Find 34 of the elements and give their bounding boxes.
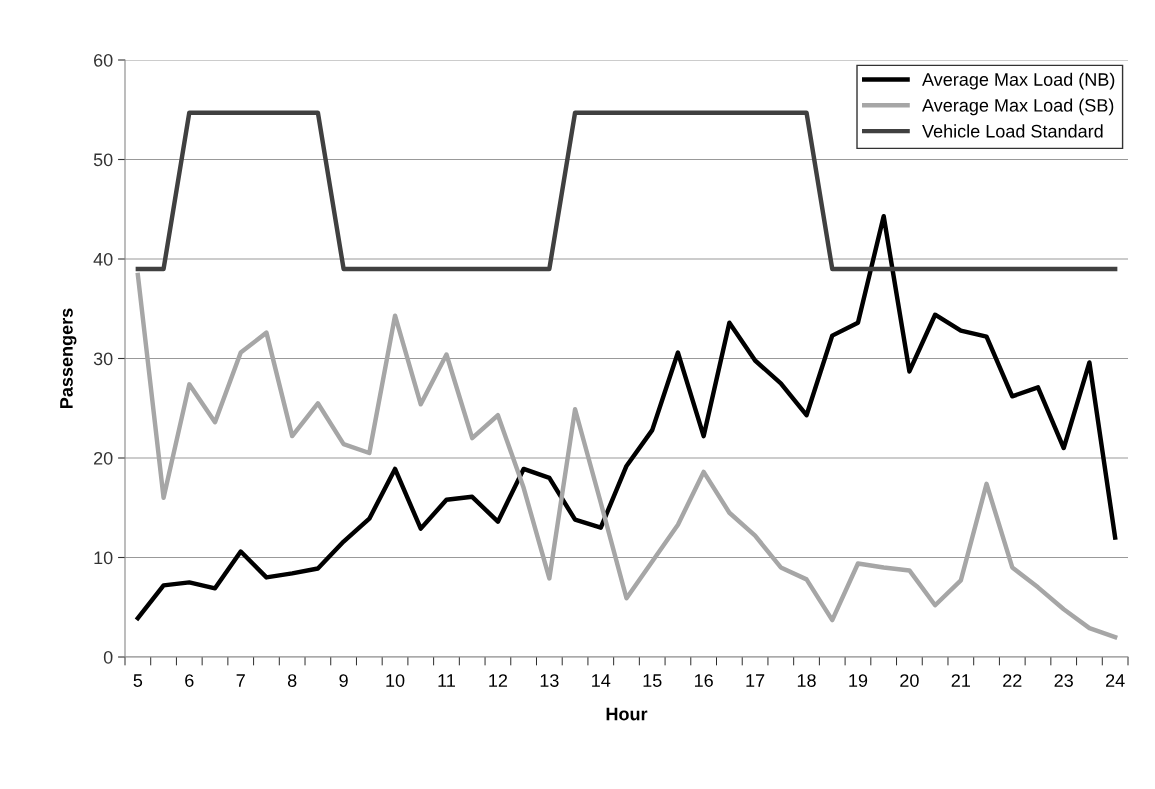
y-tick-label: 50 [93,153,113,167]
x-tick-label: 9 [339,674,348,687]
x-tick-label: 11 [438,674,455,687]
x-tick-label: 12 [489,674,508,687]
x-tick-label: 17 [746,674,765,687]
x-tick-label: 5 [133,674,143,687]
line-series [135,272,1118,640]
y-tick-label: 30 [93,352,113,366]
x-tick-label: 21 [951,674,970,687]
x-tick-label: 10 [386,674,405,687]
y-axis-title: Passengers [60,308,77,408]
x-tick-label: 8 [287,674,297,687]
x-tick-label: 15 [643,674,662,687]
legend-label: Vehicle Load Standard [922,124,1103,138]
line-series [135,213,1118,621]
x-tick-label: 16 [694,674,713,687]
x-tick-label: 18 [797,674,816,687]
x-tick-label: 13 [540,674,559,687]
y-tick-label: 60 [94,53,113,67]
y-tick-label: 40 [93,252,113,266]
y-tick-label: 0 [103,650,113,664]
x-tick-label: 14 [592,674,611,687]
y-tick-label: 10 [94,551,113,565]
legend-label: Average Max Load (NB) [922,72,1115,90]
x-axis-title: Hour [606,707,648,721]
x-tick-label: 24 [1106,674,1125,687]
x-tick-label: 6 [185,674,194,687]
legend-label: Average Max Load (SB) [922,98,1114,116]
x-tick-label: 23 [1054,674,1073,687]
x-tick-label: 20 [900,674,919,687]
x-tick-label: 7 [236,674,245,687]
y-tick-label: 20 [94,451,113,465]
x-tick-label: 19 [849,674,868,687]
x-tick-label: 22 [1003,674,1022,687]
